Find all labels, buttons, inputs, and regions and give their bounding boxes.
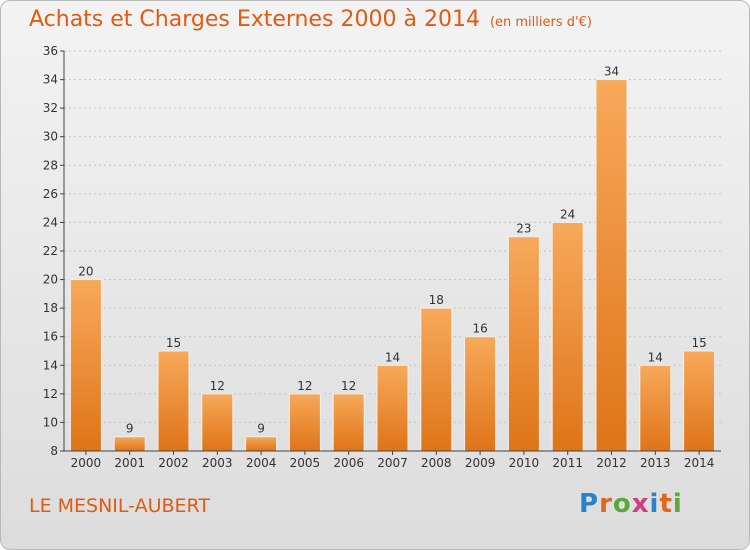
proxiti-logo: Proxiti [579, 489, 683, 519]
data-label: 14 [648, 350, 663, 364]
y-tick-label: 30 [43, 130, 58, 144]
logo-letter: x [631, 489, 650, 519]
data-label: 23 [516, 222, 531, 236]
bar [201, 393, 234, 452]
bar [683, 350, 716, 452]
bar [420, 307, 453, 452]
commune-name: LE MESNIL-AUBERT [29, 495, 210, 517]
x-tick-label: 2002 [158, 456, 189, 470]
data-label: 12 [341, 379, 356, 393]
x-tick-label: 2005 [290, 456, 321, 470]
y-tick-label: 24 [43, 215, 58, 229]
data-label: 18 [429, 293, 444, 307]
data-label: 34 [604, 65, 619, 79]
chart-title: Achats et Charges Externes 2000 à 2014 (e… [29, 7, 592, 32]
y-tick-label: 18 [43, 301, 58, 315]
y-tick-label: 22 [43, 244, 58, 258]
bar [507, 236, 540, 452]
data-label: 15 [166, 336, 181, 350]
y-tick-label: 12 [43, 387, 58, 401]
labels: 8 10 12 14 16 18 20 22 24 26 28 30 32 34 36 20 2000 9 2001… [43, 44, 715, 470]
y-tick-label: 16 [43, 330, 58, 344]
x-tick-label: 2004 [246, 456, 277, 470]
x-tick-label: 2001 [114, 456, 145, 470]
logo-letter: o [612, 489, 632, 519]
x-tick-label: 2007 [377, 456, 408, 470]
data-label: 16 [472, 322, 487, 336]
bar [332, 393, 365, 452]
bar [113, 436, 146, 452]
logo-letter: i [649, 489, 660, 519]
y-tick-label: 10 [43, 415, 58, 429]
bars [69, 79, 716, 452]
x-tick-label: 2013 [640, 456, 671, 470]
y-tick-label: 14 [43, 358, 58, 372]
data-label: 9 [257, 422, 265, 436]
bar [69, 279, 102, 452]
bar [464, 336, 497, 452]
x-tick-label: 2014 [684, 456, 715, 470]
data-label: 12 [210, 379, 225, 393]
y-tick-label: 20 [43, 273, 58, 287]
logo-letter: t [659, 489, 673, 519]
x-tick-label: 2006 [333, 456, 364, 470]
x-tick-label: 2011 [552, 456, 583, 470]
x-tick-label: 2010 [509, 456, 540, 470]
bar [157, 350, 190, 452]
y-tick-label: 26 [43, 187, 58, 201]
data-label: 15 [691, 336, 706, 350]
y-tick-label: 32 [43, 101, 58, 115]
logo-letter: P [579, 489, 600, 519]
y-tick-label: 8 [50, 444, 58, 458]
x-tick-label: 2009 [465, 456, 496, 470]
data-label: 9 [126, 422, 134, 436]
x-tick-label: 2003 [202, 456, 233, 470]
bar [376, 364, 409, 452]
y-tick-label: 34 [43, 73, 58, 87]
y-tick-label: 36 [43, 44, 58, 58]
data-label: 12 [297, 379, 312, 393]
x-tick-label: 2000 [71, 456, 102, 470]
logo-letter: i [672, 489, 683, 519]
bar [551, 221, 584, 452]
chart-unit: (en milliers d'€) [489, 15, 592, 30]
chart-title-text: Achats et Charges Externes 2000 à 2014 [29, 7, 480, 32]
bar [595, 79, 628, 452]
logo-letter: r [599, 489, 613, 519]
bar [288, 393, 321, 452]
bar [639, 364, 672, 452]
x-tick-label: 2012 [596, 456, 627, 470]
y-tick-label: 28 [43, 158, 58, 172]
x-tick-label: 2008 [421, 456, 452, 470]
data-label: 14 [385, 350, 400, 364]
data-label: 24 [560, 207, 575, 221]
axes [60, 50, 721, 455]
data-label: 20 [78, 265, 93, 279]
bar [245, 436, 278, 452]
